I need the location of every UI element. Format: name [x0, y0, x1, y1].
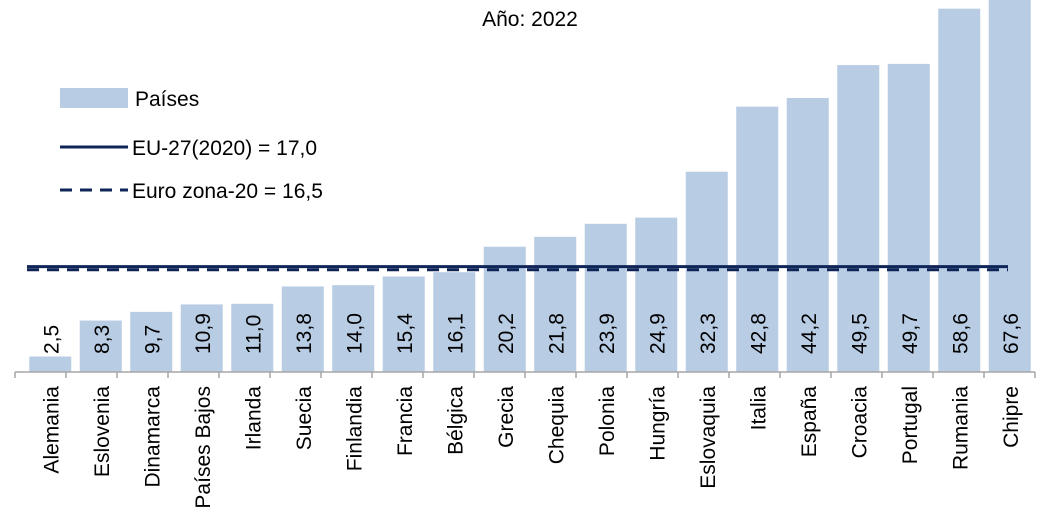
bar [736, 106, 779, 372]
chart-title: Año: 2022 [482, 8, 578, 31]
value-label: 8,3 [91, 325, 114, 354]
x-tick-label: Chipre [1000, 386, 1023, 448]
value-label: 42,8 [747, 313, 770, 354]
value-label: 67,6 [1000, 313, 1023, 354]
value-label: 20,2 [495, 313, 518, 354]
x-tick-label: Bélgica [444, 386, 467, 455]
x-tick-label: Francia [394, 386, 417, 456]
x-tick-label: Irlanda [242, 386, 265, 451]
bar [281, 286, 324, 372]
value-label: 21,8 [545, 313, 568, 354]
x-tick-label: Dinamarca [141, 386, 164, 488]
bar [382, 276, 425, 372]
x-tick-label: Eslovenia [91, 386, 114, 477]
bar [938, 8, 981, 373]
value-label: 49,7 [899, 313, 922, 354]
value-label: 58,6 [949, 313, 972, 354]
bar [837, 65, 880, 372]
legend-label: Países [135, 88, 199, 111]
value-label: 16,1 [444, 313, 467, 354]
bar [887, 63, 930, 373]
x-tick-label: Rumania [949, 386, 972, 470]
x-tick-label: Eslovaquia [697, 386, 720, 489]
value-label: 9,7 [141, 325, 164, 354]
legend-label: Euro zona-20 = 16,5 [132, 180, 323, 203]
value-label: 15,4 [394, 313, 417, 354]
bar [79, 320, 122, 372]
legend-swatch [60, 88, 128, 108]
x-tick-label: Alemania [40, 386, 63, 474]
bar [534, 236, 577, 372]
x-tick-label: Suecia [293, 386, 316, 451]
x-tick-label: España [798, 386, 821, 458]
x-tick-label: Polonia [596, 386, 619, 456]
value-label: 32,3 [697, 313, 720, 354]
value-label: 44,2 [798, 313, 821, 354]
x-tick-label: Hungría [646, 386, 669, 461]
x-tick-label: Chequia [545, 386, 568, 465]
x-tick-label: Países Bajos [192, 386, 215, 509]
x-tick-label: Finlandia [343, 386, 366, 472]
bar [988, 0, 1031, 372]
bar [786, 97, 829, 373]
bar [332, 285, 375, 372]
x-tick-label: Portugal [899, 386, 922, 464]
value-label: 14,0 [343, 313, 366, 354]
value-label: 10,9 [192, 313, 215, 354]
bar [29, 356, 72, 372]
value-label: 24,9 [646, 313, 669, 354]
legend-label: EU-27(2020) = 17,0 [132, 137, 317, 160]
value-label: 11,0 [242, 315, 265, 354]
bar [584, 223, 627, 372]
value-label: 49,5 [848, 313, 871, 354]
x-tick-label: Croacia [848, 386, 871, 459]
x-tick-label: Italia [747, 386, 770, 431]
value-label: 2,5 [40, 325, 63, 354]
bar [180, 304, 223, 372]
value-label: 23,9 [596, 313, 619, 354]
bar [635, 217, 678, 372]
x-tick-label: Grecia [495, 386, 518, 448]
bar [433, 272, 476, 372]
bar [231, 303, 274, 372]
bar [130, 311, 173, 372]
value-label: 13,8 [293, 313, 316, 354]
bar [685, 171, 728, 372]
